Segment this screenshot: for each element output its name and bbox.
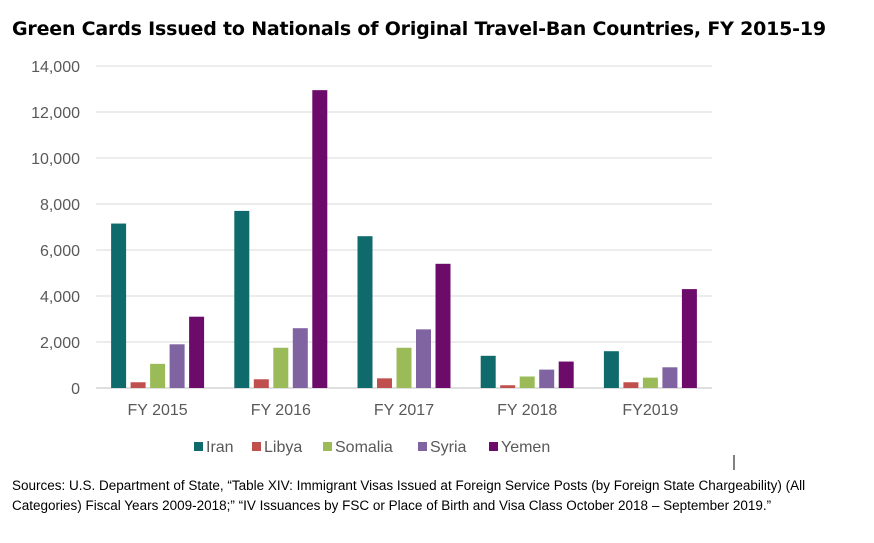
y-tick-label: 0 <box>71 381 80 398</box>
bar-syria <box>662 367 678 388</box>
chart-title: Green Cards Issued to Nationals of Origi… <box>12 18 826 40</box>
bar-yemen <box>312 90 328 389</box>
legend-swatch <box>194 442 203 451</box>
y-tick-label: 14,000 <box>31 59 80 76</box>
bar-iran <box>603 351 619 388</box>
bar-somalia <box>519 376 535 388</box>
bar-somalia <box>273 347 289 388</box>
bar-iran <box>111 223 127 388</box>
bar-libya <box>377 378 392 388</box>
bar-yemen <box>681 289 697 388</box>
bar-libya <box>500 385 516 388</box>
bar-syria <box>539 369 555 388</box>
legend: Iran Libya Somalia Syria Yemen <box>194 439 550 456</box>
legend-label: Yemen <box>501 439 550 456</box>
x-category-label: FY 2018 <box>497 402 557 419</box>
bar-iran <box>234 210 250 388</box>
y-tick-label: 10,000 <box>31 151 80 168</box>
bar-iran <box>357 236 373 388</box>
bar-iran <box>480 355 496 388</box>
y-tick-label: 12,000 <box>31 105 80 122</box>
legend-label: Somalia <box>335 439 393 456</box>
y-axis-ticks: 0 2,000 4,000 6,000 8,000 10,000 12,000 14,000 <box>31 59 80 398</box>
bar-somalia <box>150 363 166 388</box>
bar-yemen <box>558 361 574 388</box>
x-axis-categories: FY 2015 FY 2016 FY 2017 FY 2018 FY2019 <box>127 402 678 419</box>
bar-libya <box>253 379 269 388</box>
bars <box>111 90 697 389</box>
legend-label: Iran <box>206 439 234 456</box>
legend-label: Libya <box>264 439 302 456</box>
bar-syria <box>292 328 308 388</box>
bar-libya <box>130 382 146 388</box>
bar-somalia <box>396 347 412 388</box>
source-note: Sources: U.S. Department of State, “Tabl… <box>12 478 806 513</box>
x-category-label: FY2019 <box>622 402 678 419</box>
bar-yemen <box>435 263 451 388</box>
x-category-label: FY 2015 <box>127 402 187 419</box>
bar-libya <box>623 382 639 388</box>
y-tick-label: 4,000 <box>40 289 80 306</box>
gridlines <box>96 65 712 389</box>
legend-swatch <box>323 442 332 451</box>
bar-somalia <box>642 377 658 388</box>
legend-swatch <box>252 442 261 451</box>
y-tick-label: 6,000 <box>40 243 80 260</box>
bar-chart: 02,0004,0006,0008,00010,00012,00014,000 … <box>31 59 735 470</box>
x-category-label: FY 2017 <box>374 402 434 419</box>
x-category-label: FY 2016 <box>251 402 311 419</box>
bar-yemen <box>189 316 205 388</box>
legend-swatch <box>418 442 427 451</box>
y-tick-label: 2,000 <box>40 335 80 352</box>
y-tick-label: 8,000 <box>40 197 80 214</box>
bar-syria <box>169 344 185 388</box>
legend-swatch <box>489 442 498 451</box>
legend-label: Syria <box>430 439 467 456</box>
bar-syria <box>416 329 431 388</box>
